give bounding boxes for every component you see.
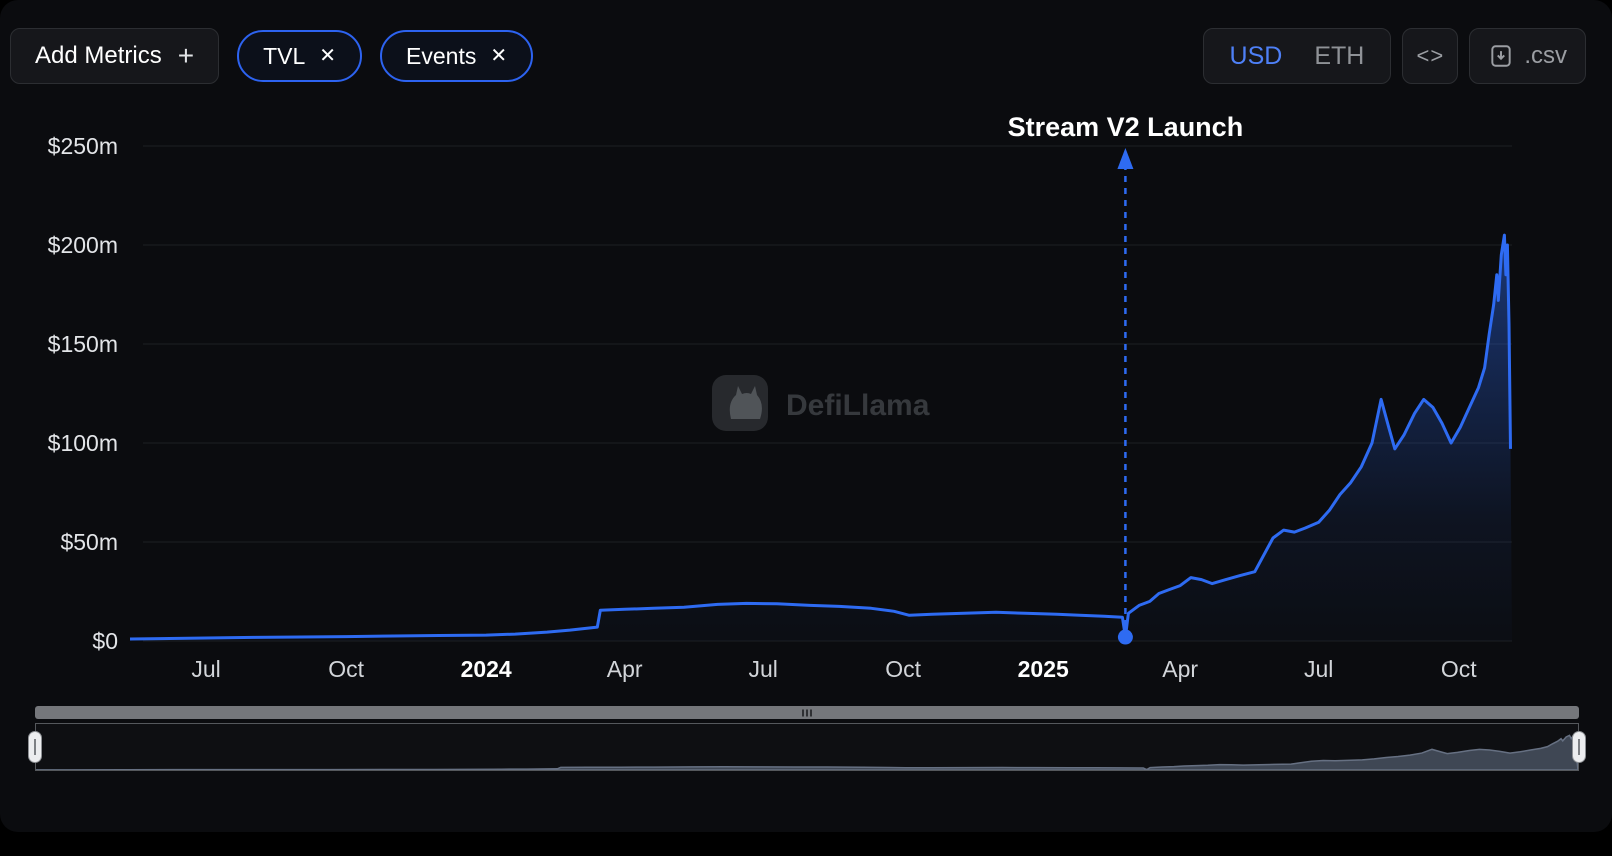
code-icon: <> (1416, 43, 1445, 68)
range-slider-track[interactable] (35, 706, 1579, 719)
currency-option-eth[interactable]: ETH (1314, 41, 1365, 70)
download-icon (1488, 43, 1514, 69)
tvl-chart[interactable]: $0 $50m $100m $150m $200m $250m Jul Oct 2024 Apr J… (0, 0, 1612, 832)
close-icon[interactable]: ✕ (490, 45, 508, 67)
range-slider-right-handle[interactable] (1572, 731, 1586, 763)
metric-pill-label: Events (406, 42, 477, 69)
currency-option-usd[interactable]: USD (1229, 41, 1283, 70)
toolbar-right: USD ETH <> .csv (1202, 28, 1586, 84)
minichart-area (36, 735, 1578, 770)
event-marker[interactable] (1117, 629, 1133, 645)
currency-toggle: USD ETH (1202, 28, 1392, 84)
range-slider-left-handle[interactable] (28, 731, 42, 763)
range-slider-minichart (36, 724, 1578, 770)
defillama-watermark: DefiLlama (712, 375, 930, 431)
toolbar: Add Metrics + TVL ✕ Events ✕ USD ETH <> (10, 28, 1586, 84)
tvl-area (130, 235, 1512, 641)
x-axis-label: 2025 (1018, 656, 1069, 682)
plus-icon: + (177, 40, 195, 71)
range-slider-window[interactable] (28, 723, 1586, 771)
y-axis-label: $100m (48, 430, 118, 456)
x-axis-label: Jul (748, 656, 777, 682)
x-axis-label: Oct (885, 656, 921, 682)
y-axis-label: $0 (92, 628, 118, 654)
range-slider-grip[interactable] (802, 709, 812, 716)
x-axis-label: Jul (1304, 656, 1333, 682)
x-axis-label: Oct (1441, 656, 1477, 682)
close-icon[interactable]: ✕ (319, 45, 337, 67)
llama-icon (729, 386, 762, 419)
x-axis-label: Jul (191, 656, 220, 682)
x-axis-label: Apr (607, 656, 643, 682)
y-axis-label: $150m (48, 331, 118, 357)
embed-code-button[interactable]: <> (1402, 28, 1459, 84)
metric-pill-tvl[interactable]: TVL ✕ (237, 30, 363, 82)
chart-panel: Add Metrics + TVL ✕ Events ✕ USD ETH <> (0, 0, 1612, 832)
y-axis-label: $50m (60, 529, 118, 555)
download-csv-button[interactable]: .csv (1469, 28, 1586, 84)
tvl-chart-svg: $0 $50m $100m $150m $200m $250m Jul Oct 2024 Apr J… (48, 112, 1512, 682)
x-axis-label: Apr (1162, 656, 1198, 682)
y-axis-label: $200m (48, 232, 118, 258)
toolbar-left: Add Metrics + TVL ✕ Events ✕ (10, 28, 534, 84)
metric-pill-events[interactable]: Events ✕ (380, 30, 534, 82)
range-slider (28, 706, 1586, 771)
csv-label: .csv (1524, 42, 1567, 69)
y-axis-label: $250m (48, 133, 118, 159)
event-label: Stream V2 Launch (1008, 112, 1244, 142)
event-arrow-icon (1117, 148, 1134, 169)
svg-text:DefiLlama: DefiLlama (786, 389, 930, 422)
add-metrics-label: Add Metrics (35, 42, 162, 69)
x-axis-label: 2024 (461, 656, 512, 682)
metric-pill-label: TVL (263, 42, 306, 69)
add-metrics-button[interactable]: Add Metrics + (10, 28, 220, 84)
x-axis-label: Oct (328, 656, 364, 682)
tvl-line (129, 233, 1512, 641)
